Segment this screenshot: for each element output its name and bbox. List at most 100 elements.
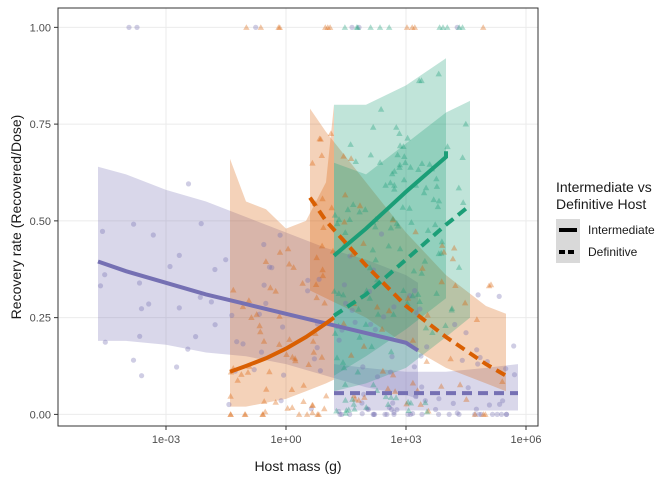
data-point	[289, 404, 296, 410]
data-point	[452, 321, 458, 328]
data-point	[459, 357, 465, 363]
data-point	[497, 401, 503, 407]
data-point	[337, 411, 343, 417]
ribbon-1-fit_intermediate	[230, 104, 334, 407]
data-point	[346, 216, 353, 222]
data-point	[331, 330, 339, 336]
data-point	[288, 386, 296, 392]
data-point	[396, 142, 404, 149]
data-point	[436, 24, 443, 30]
data-point	[450, 400, 456, 406]
data-point	[367, 151, 374, 158]
data-point	[256, 322, 263, 329]
data-point	[482, 411, 489, 417]
confidence-ribbons	[98, 50, 518, 411]
data-point	[308, 406, 314, 412]
data-point	[340, 152, 347, 159]
data-point	[310, 338, 317, 344]
data-point	[319, 272, 327, 279]
data-point	[372, 411, 378, 417]
data-point	[349, 396, 356, 402]
data-point	[500, 398, 506, 404]
data-point	[360, 240, 367, 246]
data-point	[407, 411, 414, 417]
data-point	[478, 411, 484, 417]
data-point	[388, 348, 395, 355]
y-axis-title: Recovery rate (Recovered/Dose)	[8, 115, 24, 320]
fit-lines	[97, 151, 518, 396]
data-point	[291, 355, 299, 362]
data-point	[391, 388, 399, 395]
data-point	[257, 24, 264, 30]
data-point	[477, 354, 483, 361]
data-point	[342, 381, 349, 387]
data-point	[372, 223, 379, 230]
data-point	[396, 130, 403, 136]
data-point	[253, 311, 260, 317]
data-point	[372, 256, 379, 263]
data-point	[316, 276, 322, 282]
data-point	[394, 407, 400, 413]
data-point	[503, 411, 509, 417]
data-point	[387, 369, 394, 375]
data-point	[435, 70, 442, 77]
data-point	[259, 411, 267, 417]
data-point	[245, 297, 253, 303]
data-points	[97, 24, 518, 417]
data-point	[349, 24, 355, 30]
data-point	[423, 358, 430, 364]
data-point	[305, 288, 311, 294]
y-tick-label-4: 1.00	[30, 22, 51, 34]
data-point	[416, 298, 423, 304]
data-point	[385, 242, 392, 249]
data-point	[370, 411, 376, 417]
data-point	[368, 343, 375, 350]
data-point	[342, 229, 349, 235]
data-point	[266, 264, 273, 270]
data-point	[351, 405, 358, 412]
data-point	[323, 392, 330, 399]
data-point	[449, 255, 457, 262]
data-point	[388, 406, 395, 413]
data-point	[400, 287, 407, 293]
data-point	[407, 164, 414, 170]
data-point	[374, 311, 382, 317]
data-point	[424, 311, 431, 318]
data-point	[368, 321, 374, 327]
x-tick-label-0: 1e-03	[152, 434, 180, 446]
data-point	[286, 260, 293, 267]
data-point	[317, 135, 324, 142]
data-point	[329, 247, 337, 254]
data-point	[335, 216, 343, 222]
data-point	[494, 411, 500, 417]
data-point	[261, 282, 267, 288]
data-point	[405, 407, 412, 413]
data-point	[347, 411, 353, 417]
data-point	[312, 330, 319, 336]
data-point	[318, 353, 326, 360]
data-point	[150, 232, 156, 238]
data-point	[342, 409, 349, 416]
data-point	[404, 398, 412, 405]
data-point	[410, 410, 416, 417]
data-point	[361, 394, 368, 400]
data-point	[275, 24, 282, 30]
data-point	[360, 364, 366, 370]
data-point	[463, 330, 469, 336]
data-point	[363, 404, 370, 410]
ribbon-0-fit_intermediate	[98, 166, 418, 399]
data-point	[331, 211, 339, 218]
data-point	[384, 411, 390, 417]
data-point	[212, 266, 218, 273]
data-point	[434, 203, 442, 210]
data-point	[320, 224, 327, 230]
data-point	[243, 24, 250, 30]
fit-line-2-fit_definitive	[332, 203, 472, 318]
data-point	[315, 411, 322, 417]
data-point	[454, 24, 460, 30]
data-point	[102, 339, 108, 345]
data-point	[359, 411, 365, 417]
data-point	[261, 241, 267, 248]
data-point	[489, 411, 496, 417]
